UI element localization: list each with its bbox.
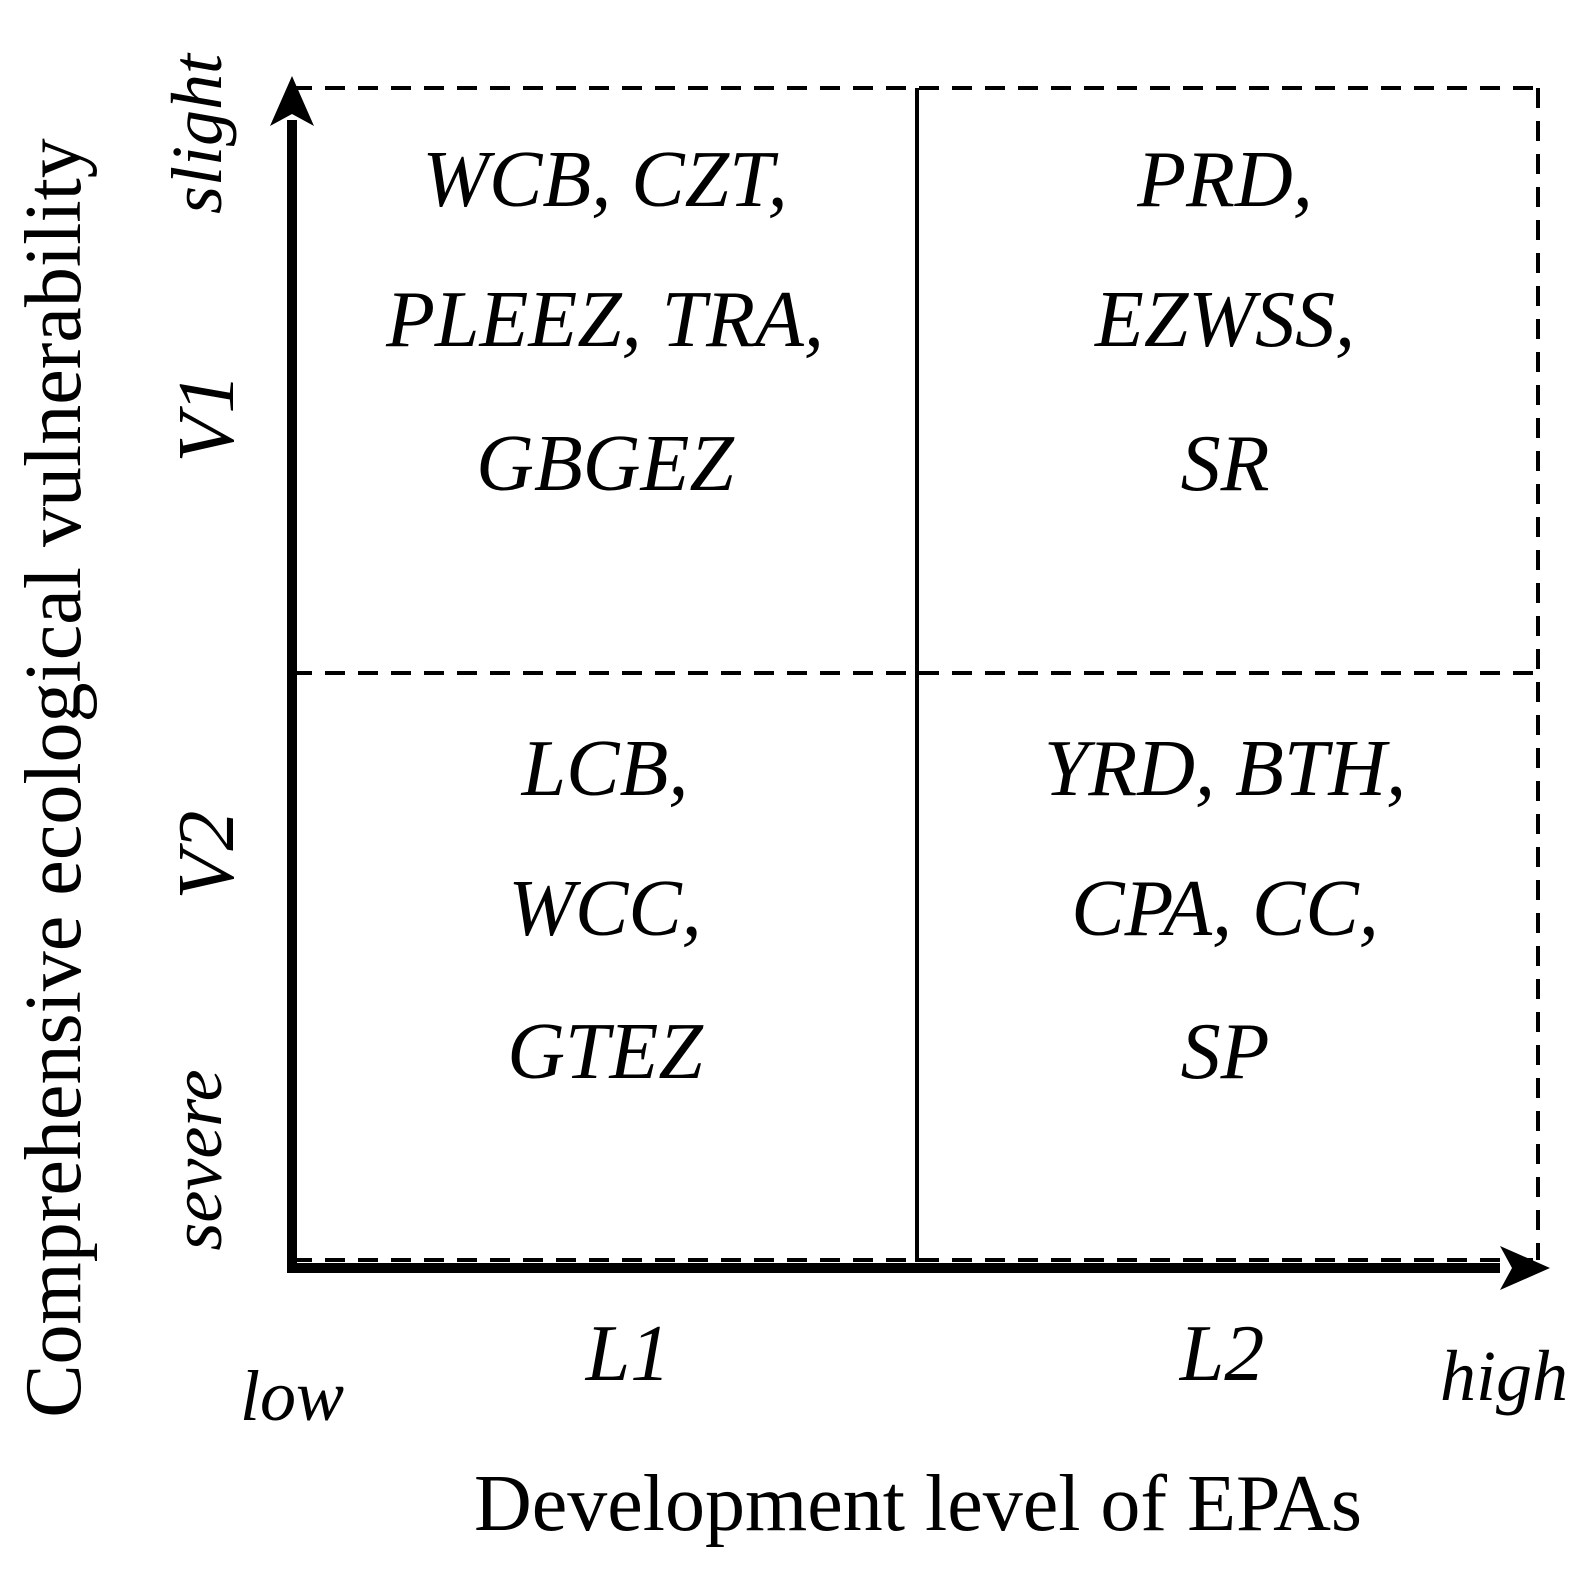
quadrant-bottom-left-line-3: GTEZ <box>507 1008 704 1096</box>
quadrant-bottom-right: YRD, BTH, CPA, CC, SP <box>1044 725 1406 1096</box>
quadrant-top-left: WCB, CZT, PLEEZ, TRA, GBGEZ <box>385 136 824 508</box>
y-level-label-v1: V1 <box>163 374 251 463</box>
quadrant-top-left-line-1: WCB, CZT, <box>422 136 787 224</box>
quadrant-bottom-left-line-1: LCB, <box>521 725 689 813</box>
x-high-label: high <box>1440 1336 1568 1416</box>
quadrant-top-left-line-2: PLEEZ, TRA, <box>385 276 824 364</box>
y-bottom-label: severe <box>157 1069 237 1250</box>
quadrant-bottom-left-line-2: WCC, <box>508 865 701 953</box>
quadrant-top-right: PRD, EZWSS, SR <box>1094 136 1355 508</box>
x-axis-arrowhead <box>1500 1246 1550 1290</box>
quadrant-bottom-right-line-2: CPA, CC, <box>1071 865 1379 953</box>
x-axis-title: Development level of EPAs <box>474 1460 1362 1548</box>
quadrant-bottom-left: LCB, WCC, GTEZ <box>507 725 704 1096</box>
quadrant-top-right-line-1: PRD, <box>1136 136 1313 224</box>
quadrant-bottom-right-line-1: YRD, BTH, <box>1044 725 1406 813</box>
quadrant-bottom-right-line-3: SP <box>1181 1008 1270 1096</box>
x-low-label: low <box>240 1356 344 1436</box>
quadrant-top-left-line-3: GBGEZ <box>476 420 735 508</box>
y-top-label: slight <box>157 52 237 214</box>
x-level-label-l2: L2 <box>1179 1310 1265 1398</box>
quadrant-top-right-line-2: EZWSS, <box>1094 276 1355 364</box>
dashed-grid <box>292 86 1540 1262</box>
quadrant-top-right-line-3: SR <box>1181 420 1270 508</box>
y-level-label-v2: V2 <box>163 811 251 900</box>
y-axis-title: Comprehensive ecological vulnerability <box>10 138 98 1418</box>
y-axis-arrowhead <box>270 76 314 126</box>
x-level-label-l1: L1 <box>585 1310 671 1398</box>
